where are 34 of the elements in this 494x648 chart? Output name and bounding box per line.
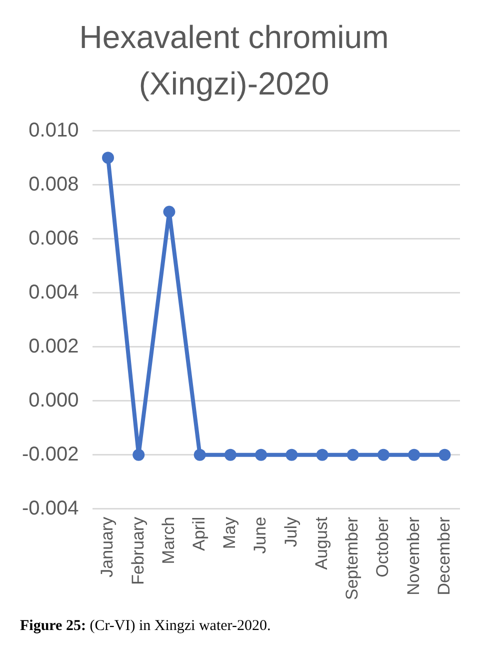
y-tick-label: -0.004 [22,497,79,520]
point [255,448,268,461]
point [102,152,114,164]
x-tick-label: June [250,516,270,554]
x-tick-label: October [373,516,392,578]
chart-title: Hexavalent chromium (Xingzi)-2020 [79,19,389,102]
point [316,448,328,461]
point [286,448,298,461]
point [163,206,176,218]
y-tick-label: 0.010 [28,119,79,142]
caption: Figure 25: (Cr-VI) in Xingzi water-2020. [20,618,271,634]
x-tick-label: August [312,516,331,570]
point [194,448,206,461]
x-tick-label: February [128,516,148,585]
y-tick-label: 0.004 [28,281,79,304]
x-tick-label: December [434,516,454,596]
y-tick-label: -0.002 [22,443,79,466]
point [408,448,420,461]
point [224,448,236,461]
y-tick-label: 0.006 [28,227,79,250]
x-tick-label: July [281,516,300,548]
x-tick-label: May [220,516,240,549]
point [377,448,390,461]
y-tick-label: 0.008 [28,173,79,196]
x-tick-label: April [190,516,209,551]
x-tick-label: March [158,516,178,564]
point [132,448,145,461]
point [438,448,451,461]
y-tick-label: 0.002 [28,335,79,358]
x-tick-label: November [404,516,423,596]
point [346,448,359,461]
y-tick-label: 0.000 [28,389,79,412]
x-tick-label: January [98,516,117,578]
x-tick-label: September [342,516,362,600]
